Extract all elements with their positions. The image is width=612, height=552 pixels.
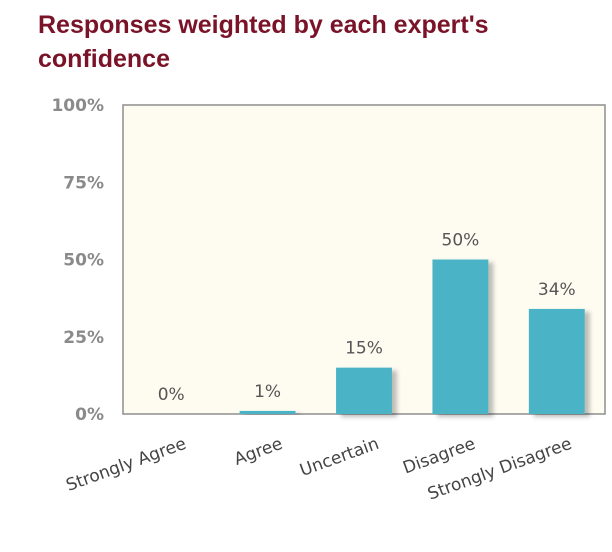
chart-title: Responses weighted by each expert's conf… [38,11,489,73]
y-axis: 0% 25% 50% 75% 100% [51,96,104,425]
data-label: 34% [538,280,576,300]
y-tick-label: 25% [63,328,104,348]
bar [528,308,585,414]
y-tick-label: 75% [63,173,104,193]
x-tick-label: Agree [232,434,286,470]
data-labels: 0% 1% 15% 50% 34% [158,231,576,406]
bar [432,259,489,414]
bar [239,410,296,414]
plot-area [122,104,606,415]
data-label: 15% [345,339,383,359]
y-tick-label: 0% [75,405,104,425]
y-tick-label: 100% [51,96,104,116]
bar [336,367,392,414]
data-label: 0% [158,385,185,405]
data-label: 50% [442,231,480,251]
data-label: 1% [254,382,281,402]
x-axis: Strongly Agree Agree Uncertain DisagreeStro… [63,434,574,505]
x-tick-label: Uncertain [297,434,381,481]
y-tick-label: 50% [63,251,104,271]
bars [239,259,585,414]
x-tick-label: Strongly Agree [63,434,188,496]
